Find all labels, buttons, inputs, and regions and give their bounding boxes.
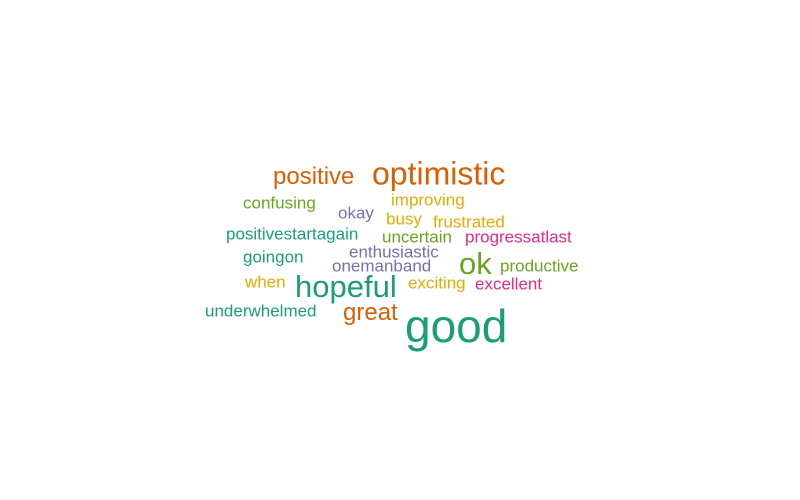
word-positivestartagain: positivestartagain xyxy=(226,224,359,244)
word-improving: improving xyxy=(391,190,465,210)
word-uncertain: uncertain xyxy=(382,227,452,247)
word-busy: busy xyxy=(386,209,422,229)
word-confusing: confusing xyxy=(243,193,316,213)
word-enthusiastic: enthusiastic xyxy=(349,242,439,262)
word-underwhelmed: underwhelmed xyxy=(205,301,317,321)
word-okay: okay xyxy=(338,203,374,223)
word-excellent: excellent xyxy=(475,274,543,294)
word-productive: productive xyxy=(500,256,579,276)
word-when: when xyxy=(245,272,286,292)
word-progressatlast: progressatlast xyxy=(465,227,572,247)
word-hopeful: hopeful xyxy=(295,269,397,305)
word-exciting: exciting xyxy=(408,273,466,293)
word-optimistic: optimistic xyxy=(372,155,506,192)
word-ok: ok xyxy=(459,246,492,282)
word-great: great xyxy=(343,298,398,326)
word-goingon: goingon xyxy=(243,247,304,267)
word-onemanband: onemanband xyxy=(332,256,432,276)
word-positive: positive xyxy=(273,162,355,190)
word-good: good xyxy=(405,300,508,353)
word-frustrated: frustrated xyxy=(433,212,505,232)
